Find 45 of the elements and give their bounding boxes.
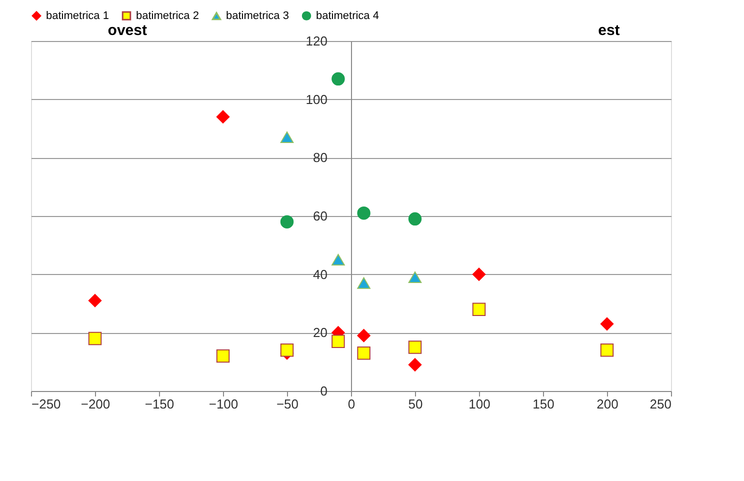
x-tick-label: 0 — [348, 396, 356, 412]
point — [88, 294, 102, 308]
point — [600, 317, 614, 331]
text: est — [598, 22, 620, 39]
point — [357, 206, 370, 220]
y-tick-label: 120 — [306, 34, 328, 48]
point — [280, 344, 294, 357]
x-tick-label: −100 — [208, 396, 238, 412]
y-tick-label: 60 — [313, 208, 328, 224]
point — [357, 346, 370, 360]
legend-label: batimetrica 1 — [46, 10, 109, 22]
x-tick-label: −50 — [276, 396, 299, 412]
x-tick-label: 250 — [650, 396, 672, 412]
x-tick-label: −150 — [144, 396, 174, 412]
point — [408, 340, 422, 354]
point — [332, 254, 345, 266]
point — [472, 268, 486, 281]
point — [472, 302, 486, 316]
x-tick-label: 150 — [532, 396, 554, 412]
point — [280, 215, 294, 228]
legend-label: batimetrica 4 — [316, 10, 379, 22]
point — [600, 344, 614, 357]
point — [408, 212, 422, 226]
point — [332, 72, 345, 86]
point — [408, 271, 422, 284]
y-tick-label: 80 — [313, 150, 328, 166]
point — [216, 349, 230, 363]
text: ovest — [108, 22, 147, 39]
x-tick-label: 200 — [596, 396, 618, 412]
point — [216, 110, 230, 124]
point — [88, 332, 102, 346]
x-tick-label: 50 — [408, 396, 423, 412]
legend-label: batimetrica 3 — [226, 10, 289, 22]
point — [357, 328, 370, 342]
legend-label: batimetrica 2 — [136, 10, 199, 22]
point — [332, 334, 345, 348]
point — [357, 277, 370, 289]
point — [408, 358, 422, 372]
y-tick-label: 40 — [313, 266, 328, 282]
x-tick-label: 100 — [468, 396, 490, 412]
point — [280, 131, 294, 144]
y-tick-label: 20 — [313, 325, 328, 340]
x-tick-label: −200 — [80, 396, 110, 412]
y-tick-label: 100 — [306, 92, 328, 107]
x-tick-label: −250 — [32, 396, 61, 412]
